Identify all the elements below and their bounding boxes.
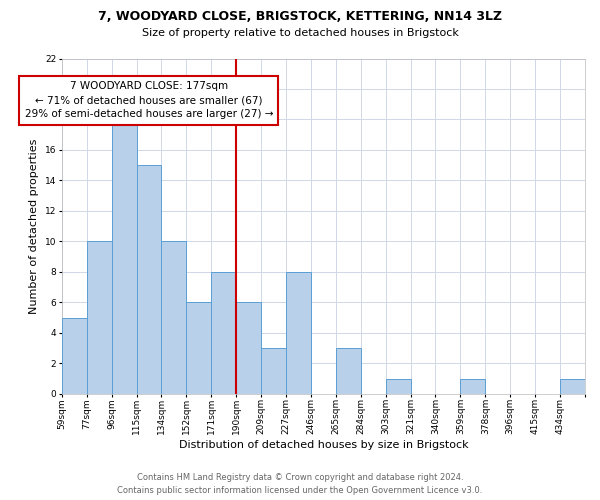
Bar — [236, 302, 261, 394]
Bar — [112, 120, 137, 394]
Bar — [560, 378, 585, 394]
Bar — [86, 242, 112, 394]
Bar — [62, 318, 86, 394]
Text: Size of property relative to detached houses in Brigstock: Size of property relative to detached ho… — [142, 28, 458, 38]
Bar — [187, 302, 211, 394]
Text: Contains HM Land Registry data © Crown copyright and database right 2024.
Contai: Contains HM Land Registry data © Crown c… — [118, 474, 482, 495]
Bar — [137, 165, 161, 394]
Bar — [336, 348, 361, 394]
Bar — [161, 242, 187, 394]
Bar — [286, 272, 311, 394]
Text: 7 WOODYARD CLOSE: 177sqm
← 71% of detached houses are smaller (67)
29% of semi-d: 7 WOODYARD CLOSE: 177sqm ← 71% of detach… — [25, 82, 273, 120]
Text: 7, WOODYARD CLOSE, BRIGSTOCK, KETTERING, NN14 3LZ: 7, WOODYARD CLOSE, BRIGSTOCK, KETTERING,… — [98, 10, 502, 23]
Y-axis label: Number of detached properties: Number of detached properties — [29, 138, 39, 314]
Bar — [460, 378, 485, 394]
Bar — [261, 348, 286, 394]
Bar — [386, 378, 410, 394]
X-axis label: Distribution of detached houses by size in Brigstock: Distribution of detached houses by size … — [179, 440, 468, 450]
Bar — [211, 272, 236, 394]
